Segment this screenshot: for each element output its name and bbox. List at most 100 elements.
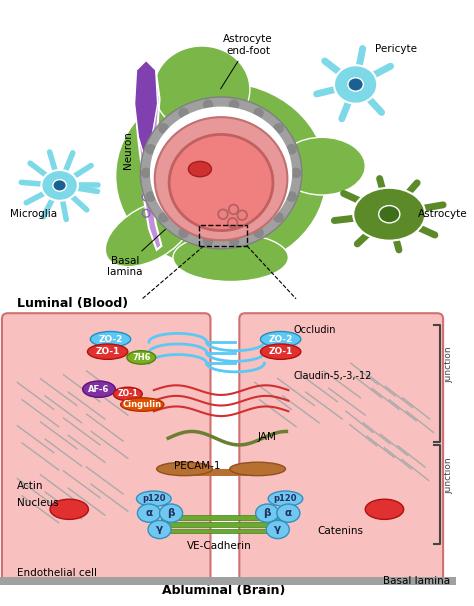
Circle shape bbox=[229, 236, 239, 246]
Ellipse shape bbox=[169, 135, 273, 230]
Ellipse shape bbox=[115, 82, 327, 270]
Ellipse shape bbox=[157, 462, 212, 476]
Text: Endothelial cell: Endothelial cell bbox=[17, 568, 97, 578]
Ellipse shape bbox=[154, 46, 250, 133]
Ellipse shape bbox=[53, 179, 66, 191]
Ellipse shape bbox=[105, 200, 192, 267]
Ellipse shape bbox=[41, 170, 78, 201]
Text: ZO-2: ZO-2 bbox=[98, 335, 123, 344]
Bar bbox=[0, 576, 456, 585]
Ellipse shape bbox=[353, 188, 425, 241]
Circle shape bbox=[273, 212, 284, 222]
Circle shape bbox=[203, 236, 213, 246]
Circle shape bbox=[158, 123, 169, 134]
Ellipse shape bbox=[353, 188, 425, 241]
Circle shape bbox=[178, 227, 189, 238]
Text: Brain capillary
lumen: Brain capillary lumen bbox=[171, 183, 267, 211]
Ellipse shape bbox=[348, 78, 363, 91]
Text: AF-6: AF-6 bbox=[88, 385, 109, 394]
Text: Adherens
junction: Adherens junction bbox=[433, 452, 453, 494]
Bar bbox=[162, 522, 279, 527]
Text: Astrocyte
end-foot: Astrocyte end-foot bbox=[220, 35, 273, 89]
Circle shape bbox=[178, 108, 189, 118]
Bar bbox=[162, 528, 279, 533]
Circle shape bbox=[286, 144, 297, 155]
Text: ZO-2: ZO-2 bbox=[268, 335, 293, 344]
Ellipse shape bbox=[137, 504, 161, 522]
Ellipse shape bbox=[173, 233, 288, 282]
Bar bbox=[162, 515, 279, 520]
Circle shape bbox=[146, 191, 156, 202]
Circle shape bbox=[141, 168, 151, 178]
Ellipse shape bbox=[120, 398, 164, 411]
Circle shape bbox=[146, 144, 156, 155]
Text: VE-Cadherin: VE-Cadherin bbox=[187, 541, 252, 551]
Text: Catenins: Catenins bbox=[317, 527, 363, 536]
Text: Astrocyte: Astrocyte bbox=[418, 209, 468, 219]
Ellipse shape bbox=[365, 499, 404, 519]
Circle shape bbox=[253, 227, 264, 238]
Text: Neuron: Neuron bbox=[123, 131, 133, 168]
Ellipse shape bbox=[188, 161, 211, 177]
Text: γ: γ bbox=[274, 524, 282, 534]
Ellipse shape bbox=[127, 351, 155, 364]
Ellipse shape bbox=[230, 462, 285, 476]
Text: Microglia: Microglia bbox=[9, 209, 57, 219]
Ellipse shape bbox=[91, 331, 131, 347]
Ellipse shape bbox=[160, 504, 182, 522]
Ellipse shape bbox=[50, 499, 89, 519]
Ellipse shape bbox=[113, 387, 142, 401]
Text: p120: p120 bbox=[142, 494, 165, 503]
Ellipse shape bbox=[261, 344, 301, 359]
Text: 7H6: 7H6 bbox=[132, 353, 151, 362]
Bar bbox=[189, 469, 253, 476]
Text: γ: γ bbox=[156, 524, 163, 534]
Text: Nucleus: Nucleus bbox=[17, 498, 59, 508]
Ellipse shape bbox=[334, 65, 377, 104]
FancyBboxPatch shape bbox=[239, 313, 443, 582]
Circle shape bbox=[229, 99, 239, 110]
Text: Luminal (Blood): Luminal (Blood) bbox=[17, 297, 128, 310]
Circle shape bbox=[273, 123, 284, 134]
Text: α: α bbox=[285, 508, 292, 518]
Text: Basal
lamina: Basal lamina bbox=[107, 228, 166, 277]
Ellipse shape bbox=[140, 97, 302, 249]
Ellipse shape bbox=[137, 491, 171, 507]
Text: Actin: Actin bbox=[17, 481, 44, 491]
Ellipse shape bbox=[261, 331, 301, 347]
Text: Occludin: Occludin bbox=[293, 325, 336, 335]
Text: ZO-1: ZO-1 bbox=[118, 390, 138, 399]
Text: Basal lamina: Basal lamina bbox=[383, 576, 450, 587]
Text: ZO-1: ZO-1 bbox=[268, 347, 293, 356]
Ellipse shape bbox=[255, 504, 279, 522]
Ellipse shape bbox=[150, 107, 292, 239]
Ellipse shape bbox=[279, 138, 365, 195]
Ellipse shape bbox=[266, 521, 289, 539]
Polygon shape bbox=[135, 61, 162, 250]
Text: PECAM-1: PECAM-1 bbox=[174, 461, 220, 471]
Text: Claudin-5,-3,-12: Claudin-5,-3,-12 bbox=[293, 371, 372, 381]
Circle shape bbox=[253, 108, 264, 118]
Circle shape bbox=[158, 212, 169, 222]
Text: Endothelial
cell: Endothelial cell bbox=[238, 153, 293, 175]
Text: Tight
junction: Tight junction bbox=[433, 347, 453, 384]
Ellipse shape bbox=[88, 344, 128, 359]
Circle shape bbox=[203, 99, 213, 110]
Text: Pericyte: Pericyte bbox=[375, 44, 417, 54]
Circle shape bbox=[291, 168, 301, 178]
FancyBboxPatch shape bbox=[2, 313, 210, 582]
Text: ZO-1: ZO-1 bbox=[95, 347, 120, 356]
Ellipse shape bbox=[379, 205, 400, 223]
Ellipse shape bbox=[148, 521, 171, 539]
Circle shape bbox=[286, 191, 297, 202]
Text: α: α bbox=[146, 508, 153, 518]
Ellipse shape bbox=[277, 504, 300, 522]
Text: JAM: JAM bbox=[257, 432, 276, 442]
Text: β: β bbox=[167, 508, 175, 518]
Ellipse shape bbox=[82, 381, 115, 398]
Text: p120: p120 bbox=[273, 494, 297, 503]
Bar bbox=[199, 225, 247, 246]
Ellipse shape bbox=[155, 117, 287, 240]
Ellipse shape bbox=[268, 491, 303, 507]
Polygon shape bbox=[135, 61, 158, 156]
